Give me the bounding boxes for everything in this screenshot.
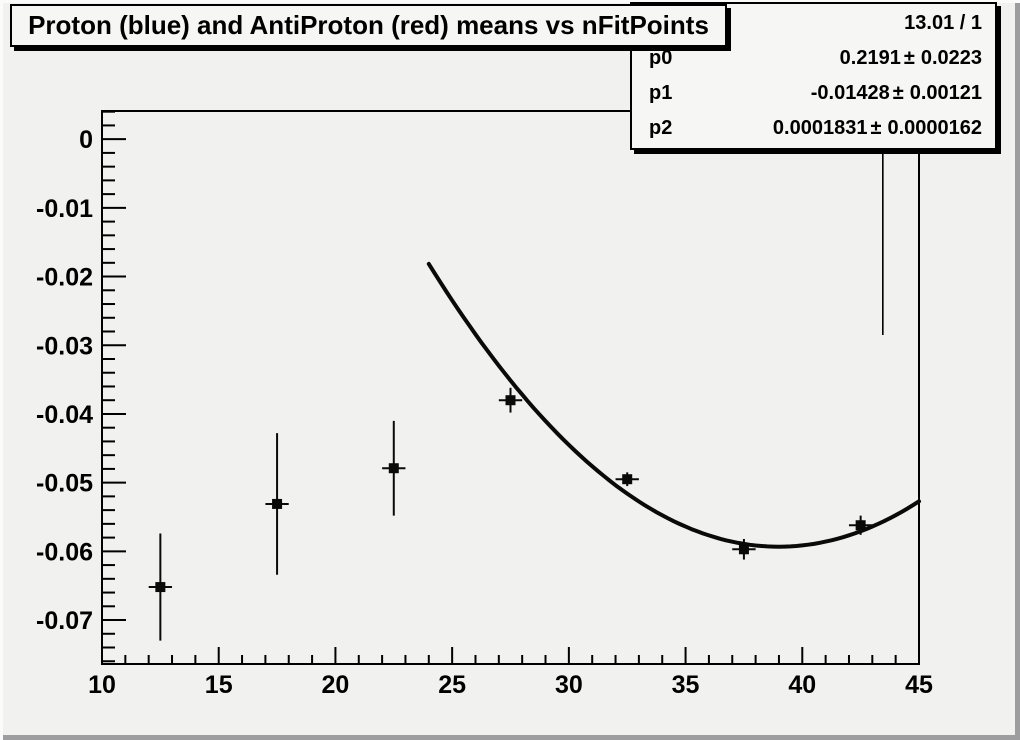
stats-chi2-row: 13.01 / 1 [632, 7, 995, 41]
x-tick-label: 40 [788, 671, 816, 699]
y-tick-label: -0.05 [36, 470, 93, 498]
x-tick-label: 20 [322, 671, 350, 699]
y-tick-label: 0 [79, 126, 93, 154]
y-tick-label: -0.04 [36, 401, 93, 429]
plus-minus: ± [903, 47, 915, 69]
data-point-marker [155, 582, 166, 593]
param-name: p0 [649, 47, 673, 69]
y-tick-label: -0.01 [36, 195, 93, 223]
x-tick-label: 15 [205, 671, 233, 699]
plot-frame [101, 110, 920, 665]
data-point-marker [622, 474, 633, 485]
chi2-value: 13.01 / 1 [904, 12, 982, 34]
x-tick-label: 25 [438, 671, 466, 699]
data-point-marker [388, 463, 399, 474]
param-name: p2 [649, 117, 673, 139]
data-point-marker [855, 520, 866, 531]
param-value: -0.01428 ±0.00121 [810, 82, 982, 104]
data-point-marker [738, 544, 749, 555]
data-point-marker [505, 395, 516, 406]
x-tick-label: 45 [905, 671, 933, 699]
plus-minus: ± [870, 117, 882, 139]
x-tick-label: 10 [88, 671, 116, 699]
x-tick-label: 30 [555, 671, 583, 699]
param-row-p2: p2 0.0001831 ±0.0000162 [632, 112, 995, 146]
y-tick-label: -0.03 [36, 332, 93, 360]
param-value: 0.2191 ±0.0223 [839, 47, 982, 69]
y-tick-label: -0.07 [36, 607, 93, 635]
plus-minus: ± [892, 82, 904, 104]
fit-curve [426, 261, 921, 549]
page-title: Proton (blue) and AntiProton (red) means… [28, 10, 709, 40]
param-value: 0.0001831 ±0.0000162 [772, 117, 982, 139]
x-tick-label: 35 [672, 671, 700, 699]
title-box: Proton (blue) and AntiProton (red) means… [10, 4, 727, 47]
param-name: p1 [649, 82, 673, 104]
param-row-p0: p0 0.2191 ±0.0223 [632, 42, 995, 76]
y-tick-label: -0.06 [36, 538, 93, 566]
param-row-p1: p1 -0.01428 ±0.00121 [632, 77, 995, 111]
data-point-marker [272, 498, 283, 509]
y-tick-label: -0.02 [36, 264, 93, 292]
